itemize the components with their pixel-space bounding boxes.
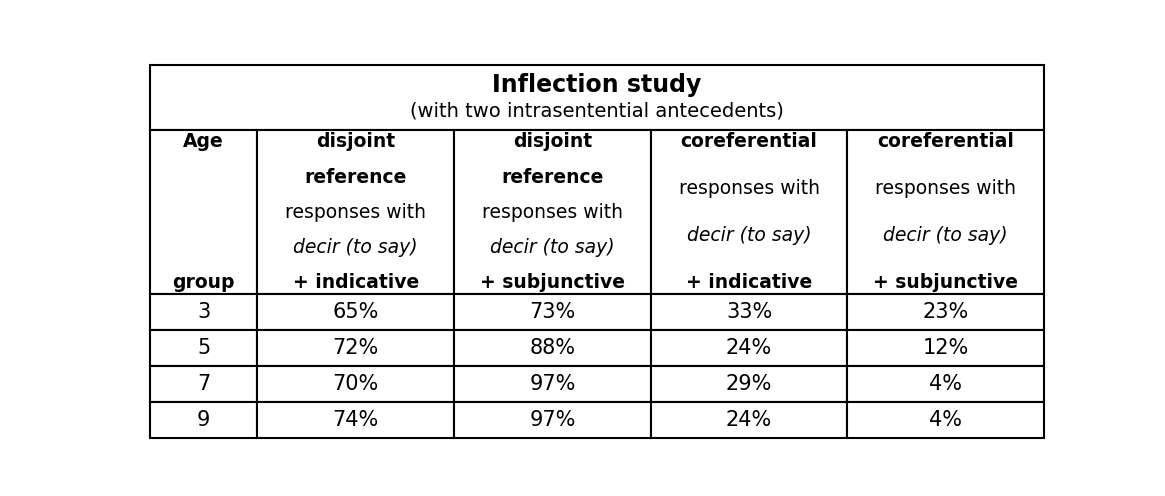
Bar <box>150 65 1044 130</box>
Text: 7: 7 <box>197 374 211 394</box>
Text: 97%: 97% <box>529 410 576 430</box>
Text: 33%: 33% <box>726 302 772 322</box>
Text: coreferential: coreferential <box>877 132 1014 151</box>
Text: 88%: 88% <box>529 338 576 358</box>
Bar <box>150 366 257 402</box>
Text: coreferential: coreferential <box>680 132 818 151</box>
Bar <box>847 402 1044 437</box>
Text: reference: reference <box>501 168 603 186</box>
Text: 23%: 23% <box>923 302 969 322</box>
Bar <box>150 330 257 366</box>
Bar <box>150 402 257 437</box>
Text: 3: 3 <box>197 302 211 322</box>
Bar <box>150 130 257 294</box>
Bar <box>847 330 1044 366</box>
Text: 29%: 29% <box>726 374 772 394</box>
Text: 5: 5 <box>197 338 211 358</box>
Bar <box>651 294 847 330</box>
Text: responses with: responses with <box>875 180 1016 198</box>
Bar <box>651 402 847 437</box>
Text: disjoint: disjoint <box>316 132 395 151</box>
Bar <box>454 402 651 437</box>
Bar <box>454 294 651 330</box>
Text: 73%: 73% <box>529 302 576 322</box>
Text: 4%: 4% <box>930 374 962 394</box>
Bar <box>847 366 1044 402</box>
Text: responses with: responses with <box>482 203 623 222</box>
Text: decir (to say): decir (to say) <box>490 238 615 257</box>
Bar <box>847 294 1044 330</box>
Bar <box>257 402 454 437</box>
Bar <box>257 330 454 366</box>
Text: 70%: 70% <box>332 374 379 394</box>
Text: 24%: 24% <box>726 338 772 358</box>
Text: 97%: 97% <box>529 374 576 394</box>
Text: + subjunctive: + subjunctive <box>873 273 1018 292</box>
Text: group: group <box>172 273 235 292</box>
Text: decir (to say): decir (to say) <box>294 238 418 257</box>
Bar <box>847 130 1044 294</box>
Bar <box>454 330 651 366</box>
Text: decir (to say): decir (to say) <box>883 226 1008 246</box>
Text: responses with: responses with <box>678 180 819 198</box>
Bar <box>454 366 651 402</box>
Text: (with two intrasentential antecedents): (with two intrasentential antecedents) <box>410 101 784 121</box>
Bar <box>651 330 847 366</box>
Bar <box>257 130 454 294</box>
Bar <box>150 294 257 330</box>
Text: 12%: 12% <box>923 338 969 358</box>
Text: responses with: responses with <box>285 203 426 222</box>
Text: Age: Age <box>183 132 224 151</box>
Bar <box>257 294 454 330</box>
Text: reference: reference <box>304 168 407 186</box>
Text: 24%: 24% <box>726 410 772 430</box>
Bar <box>257 366 454 402</box>
Bar <box>651 130 847 294</box>
Text: 65%: 65% <box>332 302 379 322</box>
Text: + indicative: + indicative <box>292 273 419 292</box>
Bar <box>454 130 651 294</box>
Text: disjoint: disjoint <box>513 132 592 151</box>
Bar <box>651 366 847 402</box>
Text: Inflection study: Inflection study <box>493 73 701 97</box>
Text: 4%: 4% <box>930 410 962 430</box>
Text: 74%: 74% <box>332 410 379 430</box>
Text: + indicative: + indicative <box>686 273 812 292</box>
Text: 72%: 72% <box>332 338 379 358</box>
Text: decir (to say): decir (to say) <box>686 226 811 246</box>
Text: + subjunctive: + subjunctive <box>480 273 624 292</box>
Text: 9: 9 <box>197 410 211 430</box>
